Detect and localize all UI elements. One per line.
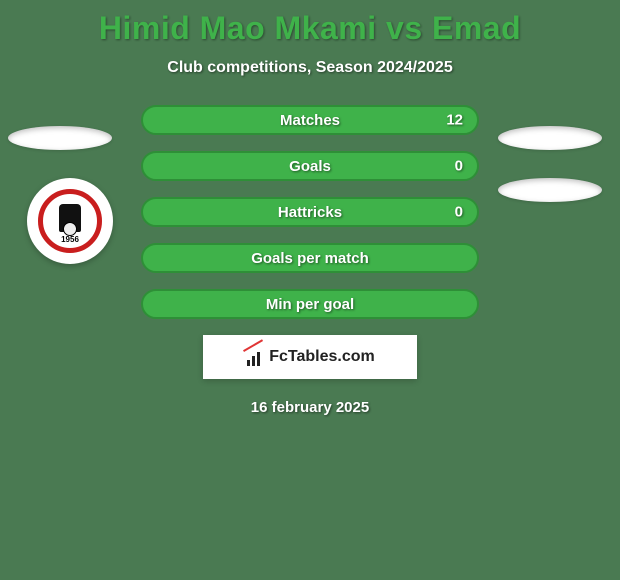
season-subtitle: Club competitions, Season 2024/2025 [0, 59, 620, 77]
stat-row-matches: Matches 12 [141, 105, 479, 135]
right-blank-ellipse-2 [498, 178, 602, 202]
stat-value: 0 [455, 204, 463, 221]
stat-row-goals: Goals 0 [141, 151, 479, 181]
page-title: Himid Mao Mkami vs Emad [0, 0, 620, 47]
stat-value: 12 [446, 112, 463, 129]
stat-row-hattricks: Hattricks 0 [141, 197, 479, 227]
stat-label: Min per goal [266, 296, 354, 313]
footer-date: 16 february 2025 [0, 399, 620, 416]
logo-text: FcTables.com [269, 348, 375, 366]
stat-row-goals-per-match: Goals per match [141, 243, 479, 273]
club-badge-ball-icon [63, 222, 77, 236]
club-badge [27, 178, 113, 264]
stat-label: Hattricks [278, 204, 342, 221]
club-badge-inner [38, 189, 102, 253]
stat-label: Goals per match [251, 250, 369, 267]
stat-row-min-per-goal: Min per goal [141, 289, 479, 319]
fctables-logo: FcTables.com [203, 335, 417, 379]
stat-label: Goals [289, 158, 331, 175]
stat-value: 0 [455, 158, 463, 175]
stat-label: Matches [280, 112, 340, 129]
right-blank-ellipse-1 [498, 126, 602, 150]
left-blank-ellipse [8, 126, 112, 150]
comparison-card: Himid Mao Mkami vs Emad Club competition… [0, 0, 620, 580]
logo-chart-icon [245, 348, 265, 366]
